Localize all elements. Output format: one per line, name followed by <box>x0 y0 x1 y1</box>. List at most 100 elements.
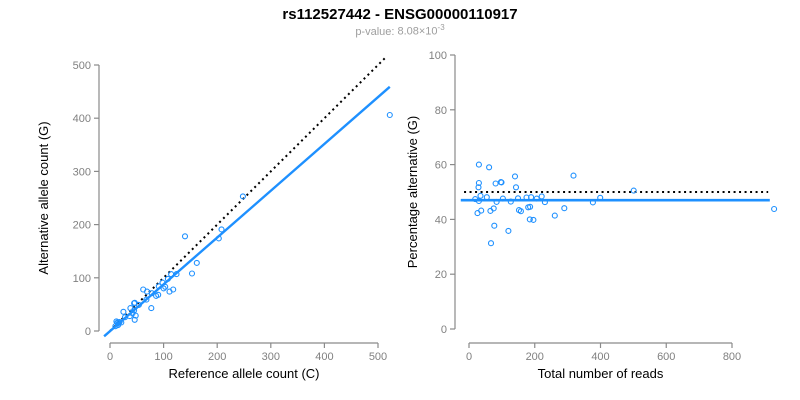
data-point <box>148 290 155 297</box>
y-tick-label: 20 <box>435 269 447 281</box>
data-point <box>131 316 138 323</box>
figure-title: rs112527442 - ENSG00000110917 <box>282 6 518 23</box>
data-point <box>570 172 577 179</box>
x-axis-title: Total number of reads <box>538 366 664 381</box>
data-point <box>132 312 139 319</box>
data-point <box>120 308 127 315</box>
data-point <box>527 203 534 210</box>
x-tick-label: 100 <box>154 351 172 363</box>
data-point <box>155 291 162 298</box>
data-point <box>541 199 548 206</box>
data-point <box>589 199 596 206</box>
y-axis-percentage-vs-reads: 0 20 40 60 80 100 <box>429 50 456 336</box>
y-axis-title: Percentage alternative (G) <box>405 116 420 268</box>
data-point <box>499 195 506 202</box>
data-point <box>507 198 514 205</box>
data-point <box>511 173 519 180</box>
data-point <box>188 270 196 277</box>
y-tick-label: 400 <box>73 113 91 125</box>
data-point <box>173 271 180 278</box>
y-tick-label: 40 <box>435 214 447 226</box>
x-axis-allele-counts: 0 100 200 300 400 500 <box>107 342 387 363</box>
p-value-exponent: -3 <box>437 23 445 32</box>
data-point <box>170 286 177 293</box>
data-point <box>475 179 482 187</box>
data-point <box>486 164 493 171</box>
data-point <box>505 227 512 234</box>
data-point <box>533 195 540 202</box>
p-value-multiplier: ×10 <box>418 25 438 38</box>
data-point <box>475 197 482 205</box>
data-point <box>135 301 142 308</box>
data-point <box>181 233 189 240</box>
data-points-allele-counts <box>112 111 393 330</box>
data-point <box>218 226 225 233</box>
data-point <box>487 240 495 247</box>
x-tick-label: 500 <box>369 351 387 363</box>
data-point <box>528 194 535 201</box>
panel-percentage-vs-reads: 0 20 40 60 80 100 0 200 400 600 800 Total number of… <box>405 50 778 381</box>
x-tick-label: 300 <box>262 351 280 363</box>
data-point <box>493 198 500 205</box>
x-tick-label: 400 <box>315 351 333 363</box>
data-point <box>477 192 484 199</box>
x-tick-label: 600 <box>657 351 675 363</box>
data-point <box>490 205 497 212</box>
data-point <box>160 285 167 292</box>
data-point <box>114 322 122 329</box>
y-tick-label: 300 <box>73 166 91 178</box>
data-point <box>497 179 504 186</box>
y-tick-label: 80 <box>435 105 447 117</box>
data-point <box>561 205 568 212</box>
fit-line <box>103 85 391 338</box>
data-point <box>483 194 490 201</box>
y-tick-label: 100 <box>73 273 91 285</box>
y-tick-label: 0 <box>441 324 447 336</box>
data-point <box>514 195 522 202</box>
data-point <box>491 222 498 229</box>
y-axis-allele-counts: 0 100 200 300 400 500 <box>73 60 100 338</box>
x-tick-label: 800 <box>723 351 741 363</box>
data-point <box>474 210 481 217</box>
y-tick-label: 0 <box>85 326 91 338</box>
data-point <box>538 193 545 200</box>
data-points-percentage-vs-reads <box>472 161 778 247</box>
data-point <box>159 279 166 286</box>
data-point <box>168 271 175 278</box>
y-axis-title: Alternative allele count (G) <box>36 121 51 274</box>
data-point <box>155 283 162 290</box>
data-point <box>512 184 520 191</box>
p-value-subtitle: p-value: 8.08×10-3 <box>0 23 800 38</box>
y-tick-label: 100 <box>429 50 447 62</box>
data-point <box>475 161 482 168</box>
y-tick-label: 500 <box>73 60 91 72</box>
data-point <box>597 194 604 201</box>
x-tick-label: 200 <box>208 351 226 363</box>
data-point <box>386 111 393 119</box>
y-tick-label: 60 <box>435 160 447 172</box>
panel-allele-counts: 0 100 200 300 400 500 0 100 200 300 400 500 Referenc… <box>36 57 393 381</box>
data-point <box>162 283 169 290</box>
data-point <box>526 216 533 223</box>
data-point <box>239 193 246 200</box>
data-point <box>517 208 524 215</box>
y-tick-label: 200 <box>73 220 91 232</box>
x-tick-label: 0 <box>466 351 472 363</box>
identity-line <box>109 57 386 332</box>
data-point <box>530 216 537 223</box>
data-point <box>148 305 155 312</box>
x-tick-label: 400 <box>591 351 609 363</box>
data-point <box>131 307 138 314</box>
x-axis-title: Reference allele count (C) <box>168 366 319 381</box>
x-tick-label: 200 <box>526 351 544 363</box>
data-point <box>164 275 171 282</box>
x-tick-label: 0 <box>107 351 113 363</box>
data-point <box>215 235 222 242</box>
data-point <box>551 212 558 219</box>
p-value-mantissa: 8.08 <box>397 25 419 38</box>
data-point <box>143 296 150 303</box>
data-point <box>771 205 778 213</box>
x-axis-percentage-vs-reads: 0 200 400 600 800 <box>466 342 741 363</box>
